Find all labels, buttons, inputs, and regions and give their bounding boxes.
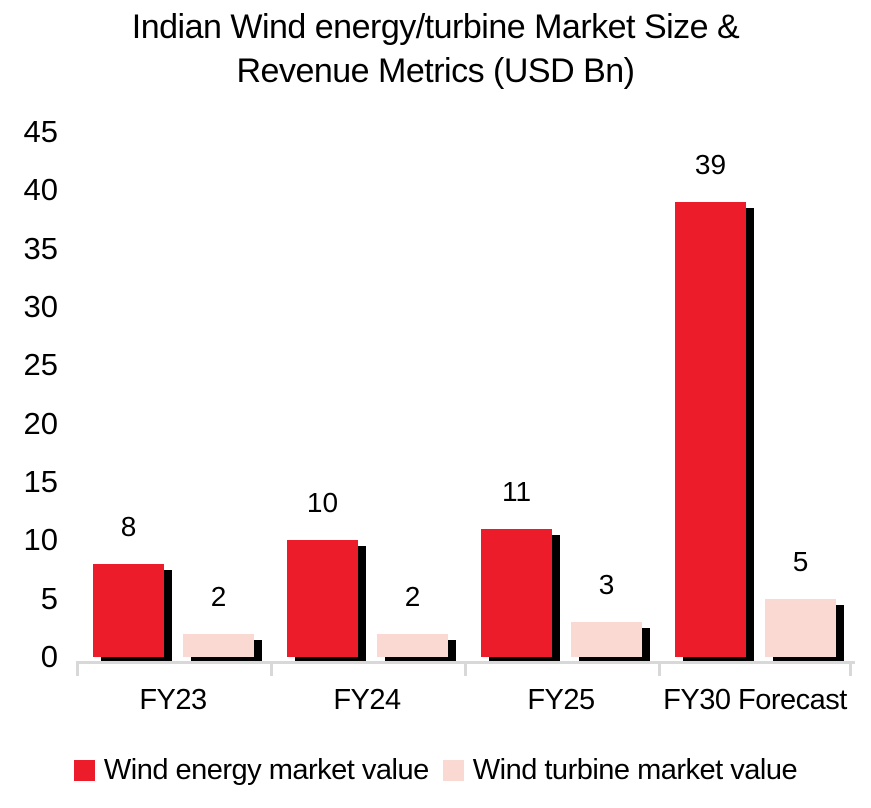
bar-wind-energy-market-value-fy23 bbox=[93, 564, 164, 657]
x-axis-category-label: FY25 bbox=[527, 684, 595, 716]
bar-wind-energy-market-value-fy24 bbox=[287, 540, 358, 657]
legend-swatch bbox=[442, 759, 464, 781]
chart-title-line-2: Revenue Metrics (USD Bn) bbox=[236, 52, 635, 90]
y-axis-tick-label: 25 bbox=[23, 347, 58, 383]
chart-title: Indian Wind energy/turbine Market Size &… bbox=[0, 5, 871, 93]
y-axis-tick-label: 30 bbox=[23, 289, 58, 324]
bar-value-label: 39 bbox=[694, 149, 727, 180]
x-axis-tick bbox=[464, 661, 467, 676]
x-axis-category-label: FY23 bbox=[139, 684, 207, 716]
bar-value-label: 8 bbox=[120, 511, 137, 542]
y-axis-tick-label: 10 bbox=[23, 522, 58, 558]
x-axis-category-label: FY24 bbox=[333, 684, 401, 716]
x-axis-category-label: FY30 Forecast bbox=[663, 684, 847, 716]
legend-label: Wind turbine market value bbox=[472, 754, 798, 786]
bar-value-label: 11 bbox=[501, 476, 532, 507]
y-axis-tick-label: 5 bbox=[40, 580, 58, 616]
bar-value-label: 5 bbox=[792, 546, 809, 577]
y-axis-tick-label: 15 bbox=[23, 464, 58, 499]
y-axis-tick-label: 0 bbox=[40, 639, 58, 674]
legend-swatch bbox=[73, 759, 95, 781]
bar-value-label: 3 bbox=[598, 569, 615, 600]
bar-wind-turbine-market-value-fy23 bbox=[183, 634, 254, 657]
legend-item-wind-turbine-market-value: Wind turbine market value bbox=[442, 753, 798, 787]
bar-wind-energy-market-value-fy25 bbox=[481, 529, 552, 657]
bar-wind-energy-market-value-fy30-forecast bbox=[675, 202, 746, 657]
y-axis-tick-label: 20 bbox=[23, 405, 58, 441]
y-axis-tick-label: 40 bbox=[23, 172, 58, 208]
x-axis-tick bbox=[658, 661, 661, 676]
bar-value-label: 2 bbox=[210, 581, 227, 612]
bar-wind-turbine-market-value-fy25 bbox=[571, 622, 642, 657]
bar-wind-turbine-market-value-fy24 bbox=[377, 634, 448, 657]
y-axis-tick-label: 45 bbox=[23, 114, 58, 149]
x-axis-tick bbox=[76, 661, 79, 676]
x-axis-tick bbox=[270, 661, 273, 676]
legend-item-wind-energy-market-value: Wind energy market value bbox=[73, 753, 429, 787]
x-axis-tick bbox=[849, 661, 852, 676]
bar-value-label: 2 bbox=[404, 581, 421, 612]
bar-wind-turbine-market-value-fy30-forecast bbox=[765, 599, 836, 657]
legend-label: Wind energy market value bbox=[103, 754, 429, 786]
chart-title-line-1: Indian Wind energy/turbine Market Size & bbox=[131, 8, 740, 46]
y-axis-tick-label: 35 bbox=[23, 230, 58, 266]
bar-value-label: 10 bbox=[306, 487, 339, 518]
legend: Wind energy market value Wind turbine mar… bbox=[0, 753, 871, 787]
